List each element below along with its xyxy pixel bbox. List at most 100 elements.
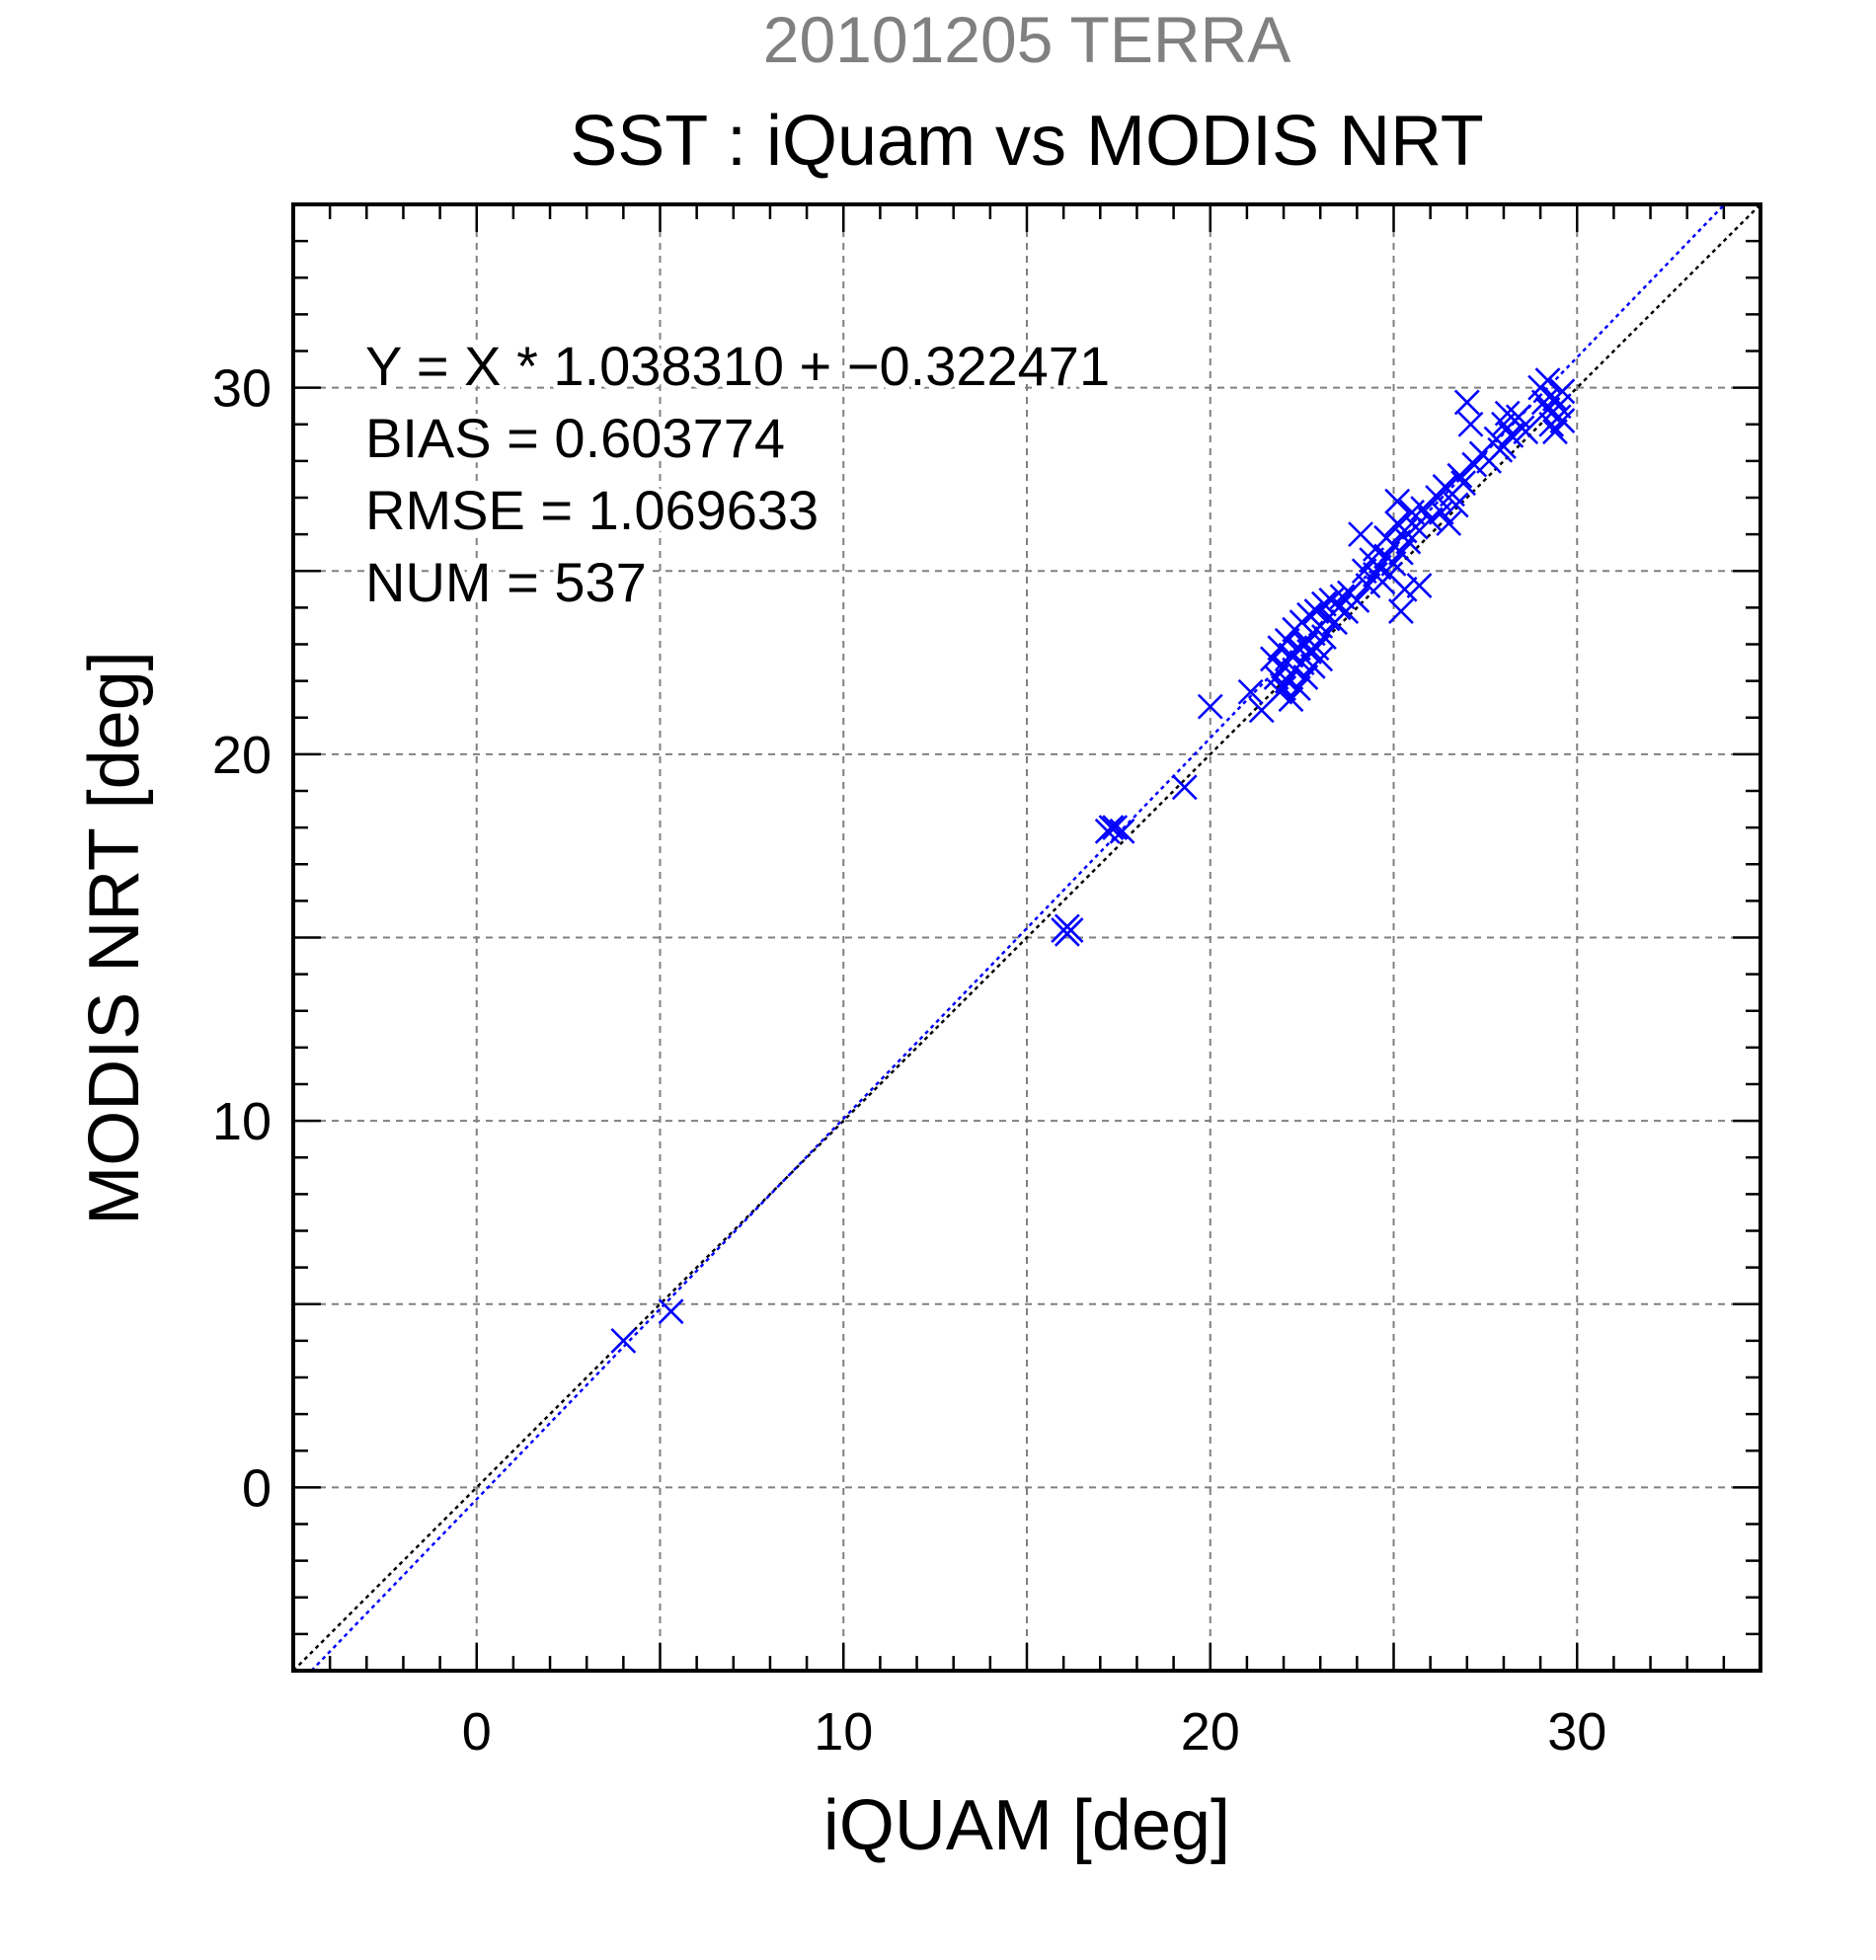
stats-annotations: Y = X * 1.038310 + −0.322471 BIAS = 0.603… [360, 330, 1115, 618]
data-point [1278, 686, 1304, 713]
data-point [610, 1327, 637, 1354]
data-point-stroke [1457, 411, 1484, 437]
data-point [1545, 393, 1572, 420]
data-point-stroke [1505, 404, 1531, 431]
data-point [1292, 664, 1319, 690]
data-point-stroke [1406, 573, 1433, 599]
data-point-stroke [1450, 470, 1477, 497]
data-point-stroke [1054, 913, 1080, 940]
data-point [1054, 913, 1080, 940]
stats-annotation-line: Y = X * 1.038310 + −0.322471 [365, 335, 1110, 397]
data-point-stroke [1197, 693, 1223, 720]
data-point [1237, 678, 1264, 705]
data-point-stroke [658, 1298, 684, 1325]
data-point [1453, 389, 1480, 416]
y-tick-label: 30 [212, 359, 272, 419]
data-point-stroke [1355, 573, 1381, 599]
data-point [1197, 693, 1223, 720]
data-point-stroke [1534, 367, 1561, 394]
data-point-stroke [1545, 393, 1572, 420]
data-point-stroke [1271, 653, 1296, 679]
data-point [1384, 488, 1411, 514]
y-tick-label: 0 [242, 1458, 272, 1518]
data-point [1542, 419, 1568, 445]
stats-annotation-line: NUM = 537 [365, 551, 647, 613]
data-point-stroke [1310, 624, 1337, 650]
data-point-stroke [1391, 576, 1418, 602]
data-point-stroke [1513, 419, 1539, 445]
grid-lines [293, 204, 1760, 1671]
x-tick-label: 10 [814, 1702, 873, 1762]
x-tick-label: 30 [1547, 1702, 1606, 1762]
data-point [1498, 422, 1524, 448]
data-point [1355, 573, 1381, 599]
data-point [1098, 815, 1125, 841]
data-point-stroke [1237, 678, 1264, 705]
data-point [1344, 588, 1370, 613]
data-point [1457, 411, 1484, 437]
data-point [1446, 462, 1473, 489]
data-point-stroke [1310, 590, 1337, 617]
data-point [1366, 554, 1392, 581]
data-point-stroke [1425, 485, 1450, 510]
data-point [1428, 499, 1454, 525]
data-point-stroke [1292, 631, 1319, 658]
data-point [1171, 774, 1198, 801]
data-point-stroke [1395, 528, 1422, 555]
data-point-stroke [1285, 675, 1311, 701]
data-point [1425, 485, 1450, 510]
data-point-stroke [1542, 419, 1568, 445]
x-tick-label: 20 [1181, 1702, 1240, 1762]
y-tick-label: 20 [212, 726, 272, 785]
data-point-stroke [1329, 584, 1356, 610]
data-point [1461, 451, 1488, 478]
data-point-stroke [1102, 815, 1129, 841]
data-point-stroke [610, 1327, 637, 1354]
data-points [610, 367, 1576, 1354]
reference-lines [292, 203, 1761, 1672]
data-point [1391, 576, 1418, 602]
stats-annotation-line: RMSE = 1.069633 [365, 479, 819, 541]
data-point-stroke [1498, 422, 1524, 448]
data-point [1380, 550, 1407, 577]
data-point-stroke [1109, 818, 1135, 844]
data-point-stroke [1263, 664, 1290, 690]
data-point-stroke [1344, 588, 1370, 613]
data-point [1388, 539, 1414, 566]
tick-labels: 0 10 20 30 0 10 20 30 [212, 359, 1606, 1762]
chart-suptitle: 20101205 TERRA [763, 3, 1290, 76]
data-point-stroke [1461, 451, 1488, 478]
data-point [1402, 513, 1429, 540]
y-axis-label: MODIS NRT [deg] [75, 651, 154, 1225]
data-point-stroke [1348, 521, 1373, 548]
data-point-stroke [1436, 510, 1462, 536]
y-tick-label: 10 [212, 1092, 272, 1151]
data-point-stroke [1098, 815, 1125, 841]
data-point [658, 1298, 684, 1325]
plot-frame [291, 202, 1762, 1673]
x-tick-label: 0 [462, 1702, 492, 1762]
data-point [1549, 378, 1576, 405]
data-point-stroke [1428, 499, 1454, 525]
data-point-stroke [1446, 462, 1473, 489]
stats-annotation-line: BIAS = 0.603774 [365, 407, 785, 469]
data-point [1329, 584, 1356, 610]
data-point [1388, 598, 1414, 625]
data-point-stroke [1549, 408, 1576, 433]
data-point-stroke [1388, 598, 1414, 625]
data-point [1534, 367, 1561, 394]
data-point-stroke [1453, 389, 1480, 416]
data-point-stroke [1388, 539, 1414, 566]
data-point-stroke [1292, 664, 1319, 690]
identity-line [292, 203, 1761, 1672]
data-point [1436, 510, 1462, 536]
data-point-stroke [1307, 646, 1334, 672]
data-point-stroke [1171, 774, 1198, 801]
data-point-stroke [1366, 554, 1392, 581]
data-point [1450, 470, 1477, 497]
data-point [1513, 419, 1539, 445]
data-point-stroke [1384, 488, 1411, 514]
data-point-stroke [1380, 550, 1407, 577]
